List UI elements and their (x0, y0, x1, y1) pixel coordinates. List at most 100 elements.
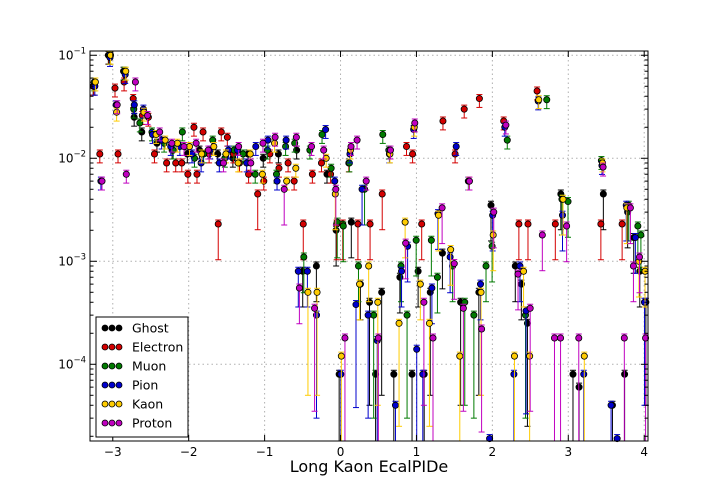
legend-marker (101, 362, 109, 370)
plot-frame (89, 50, 649, 442)
data-point (91, 78, 99, 86)
legend-label: Electron (132, 340, 183, 355)
data-point (292, 133, 300, 141)
data-point (411, 119, 419, 127)
data-point (122, 170, 130, 178)
data-point (161, 136, 169, 144)
data-point (408, 370, 416, 378)
data-point (130, 101, 138, 109)
x-tick-label: 0 (337, 445, 345, 459)
data-point (259, 139, 267, 147)
data-point (295, 284, 303, 292)
legend-label: Pion (132, 378, 158, 393)
legend-item-proton: Proton (101, 416, 172, 431)
data-point (482, 262, 490, 270)
data-point (356, 280, 364, 288)
data-point (476, 280, 484, 288)
data-point (515, 220, 523, 228)
data-point (438, 204, 446, 212)
data-point (413, 345, 421, 353)
legend-item-pion: Pion (101, 378, 158, 393)
data-point (219, 159, 227, 167)
data-point (113, 101, 121, 109)
data-point (172, 159, 180, 167)
data-point (304, 288, 312, 296)
data-point (264, 136, 272, 144)
data-point (354, 220, 362, 228)
data-point (347, 143, 355, 151)
data-point (557, 334, 565, 342)
data-point (420, 298, 428, 306)
data-point (489, 231, 497, 239)
data-point (312, 262, 320, 270)
data-point (322, 154, 330, 162)
data-marks (89, 50, 650, 443)
data-point (438, 249, 446, 257)
data-point (292, 164, 300, 172)
data-point (435, 211, 443, 219)
data-point (272, 170, 280, 178)
data-point (198, 150, 206, 158)
data-point (168, 139, 176, 147)
data-point (626, 204, 634, 212)
data-point (510, 370, 518, 378)
y-tick-label: 10−3 (58, 252, 86, 268)
data-point (362, 177, 370, 185)
data-point (358, 185, 366, 193)
data-point (374, 298, 382, 306)
data-point (514, 270, 522, 278)
data-point (526, 304, 534, 312)
data-point (580, 352, 588, 360)
data-point (217, 128, 225, 136)
data-point (563, 222, 571, 230)
data-point (327, 170, 335, 178)
data-point (607, 401, 615, 409)
data-point (510, 352, 518, 360)
x-tick-label: −3 (104, 445, 122, 459)
legend-marker (108, 324, 116, 332)
x-tick-label: 1 (413, 445, 421, 459)
data-point (258, 170, 266, 178)
data-point (391, 401, 399, 409)
data-point (365, 262, 373, 270)
data-point (559, 195, 567, 203)
series-proton (98, 77, 650, 441)
data-point (354, 262, 362, 270)
data-point (487, 201, 495, 209)
legend-marker (101, 419, 109, 427)
data-point (311, 304, 319, 312)
data-point (222, 150, 230, 158)
data-point (599, 163, 607, 171)
data-point (280, 185, 288, 193)
data-point (144, 112, 152, 120)
data-point (199, 128, 207, 136)
data-point (535, 96, 543, 104)
legend-label: Ghost (132, 321, 169, 336)
legend-item-kaon: Kaon (101, 397, 163, 412)
data-point (403, 311, 411, 319)
data-point (283, 177, 291, 185)
data-point (379, 131, 387, 139)
data-point (478, 325, 486, 333)
data-point (341, 334, 349, 342)
data-point (96, 150, 104, 158)
data-point (378, 288, 386, 296)
data-point (178, 128, 186, 136)
data-point (470, 311, 478, 319)
data-point (337, 370, 345, 378)
data-point (427, 236, 435, 244)
data-point (98, 177, 106, 185)
data-point (451, 150, 459, 158)
legend-marker (101, 381, 109, 389)
data-point (631, 234, 639, 242)
data-point (629, 262, 637, 270)
data-point (569, 370, 577, 378)
x-axis-label: Long Kaon EcalPIDe (290, 457, 449, 476)
data-point (327, 164, 335, 172)
data-point (447, 246, 455, 254)
data-point (428, 284, 436, 292)
legend-marker (115, 419, 123, 427)
data-point (131, 78, 139, 86)
data-point (398, 267, 406, 275)
legend-item-ghost: Ghost (101, 321, 169, 336)
